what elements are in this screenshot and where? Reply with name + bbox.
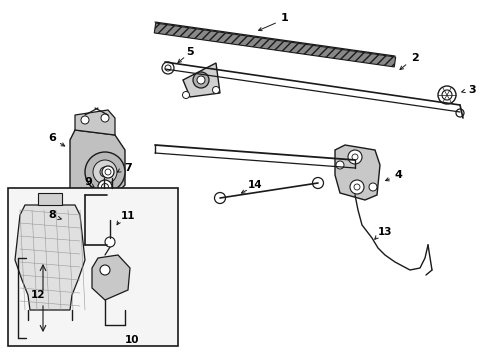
Text: 2: 2 <box>410 53 418 63</box>
Circle shape <box>347 150 361 164</box>
Circle shape <box>349 180 363 194</box>
Text: 14: 14 <box>247 180 262 190</box>
Circle shape <box>335 161 343 169</box>
Circle shape <box>368 183 376 191</box>
Circle shape <box>81 116 89 124</box>
Circle shape <box>101 114 109 122</box>
Text: 12: 12 <box>31 290 45 300</box>
Text: 13: 13 <box>377 227 391 237</box>
Text: 9: 9 <box>84 177 92 187</box>
Text: 5: 5 <box>186 47 193 57</box>
Text: 3: 3 <box>467 85 475 95</box>
Circle shape <box>212 86 219 94</box>
Circle shape <box>197 76 204 84</box>
Polygon shape <box>38 193 62 205</box>
Polygon shape <box>15 205 85 310</box>
Text: 1: 1 <box>281 13 288 23</box>
Circle shape <box>93 160 117 184</box>
Text: 6: 6 <box>48 133 56 143</box>
Circle shape <box>162 62 174 74</box>
Text: 7: 7 <box>124 163 132 173</box>
Ellipse shape <box>90 197 108 203</box>
Polygon shape <box>75 110 115 135</box>
Circle shape <box>312 177 323 189</box>
Circle shape <box>85 152 125 192</box>
Bar <box>90 200 108 240</box>
Polygon shape <box>183 63 220 97</box>
Polygon shape <box>70 130 125 195</box>
Text: 4: 4 <box>393 170 401 180</box>
Polygon shape <box>154 23 395 67</box>
Text: 8: 8 <box>48 210 56 220</box>
Polygon shape <box>334 145 379 200</box>
Circle shape <box>98 180 112 194</box>
Circle shape <box>193 72 208 88</box>
Text: 11: 11 <box>121 211 135 221</box>
Circle shape <box>214 193 225 203</box>
Bar <box>8 188 178 346</box>
Circle shape <box>105 237 115 247</box>
Circle shape <box>100 265 110 275</box>
Circle shape <box>102 166 114 178</box>
Text: 10: 10 <box>124 335 139 345</box>
Circle shape <box>182 91 189 99</box>
Circle shape <box>437 86 455 104</box>
Polygon shape <box>92 255 130 300</box>
